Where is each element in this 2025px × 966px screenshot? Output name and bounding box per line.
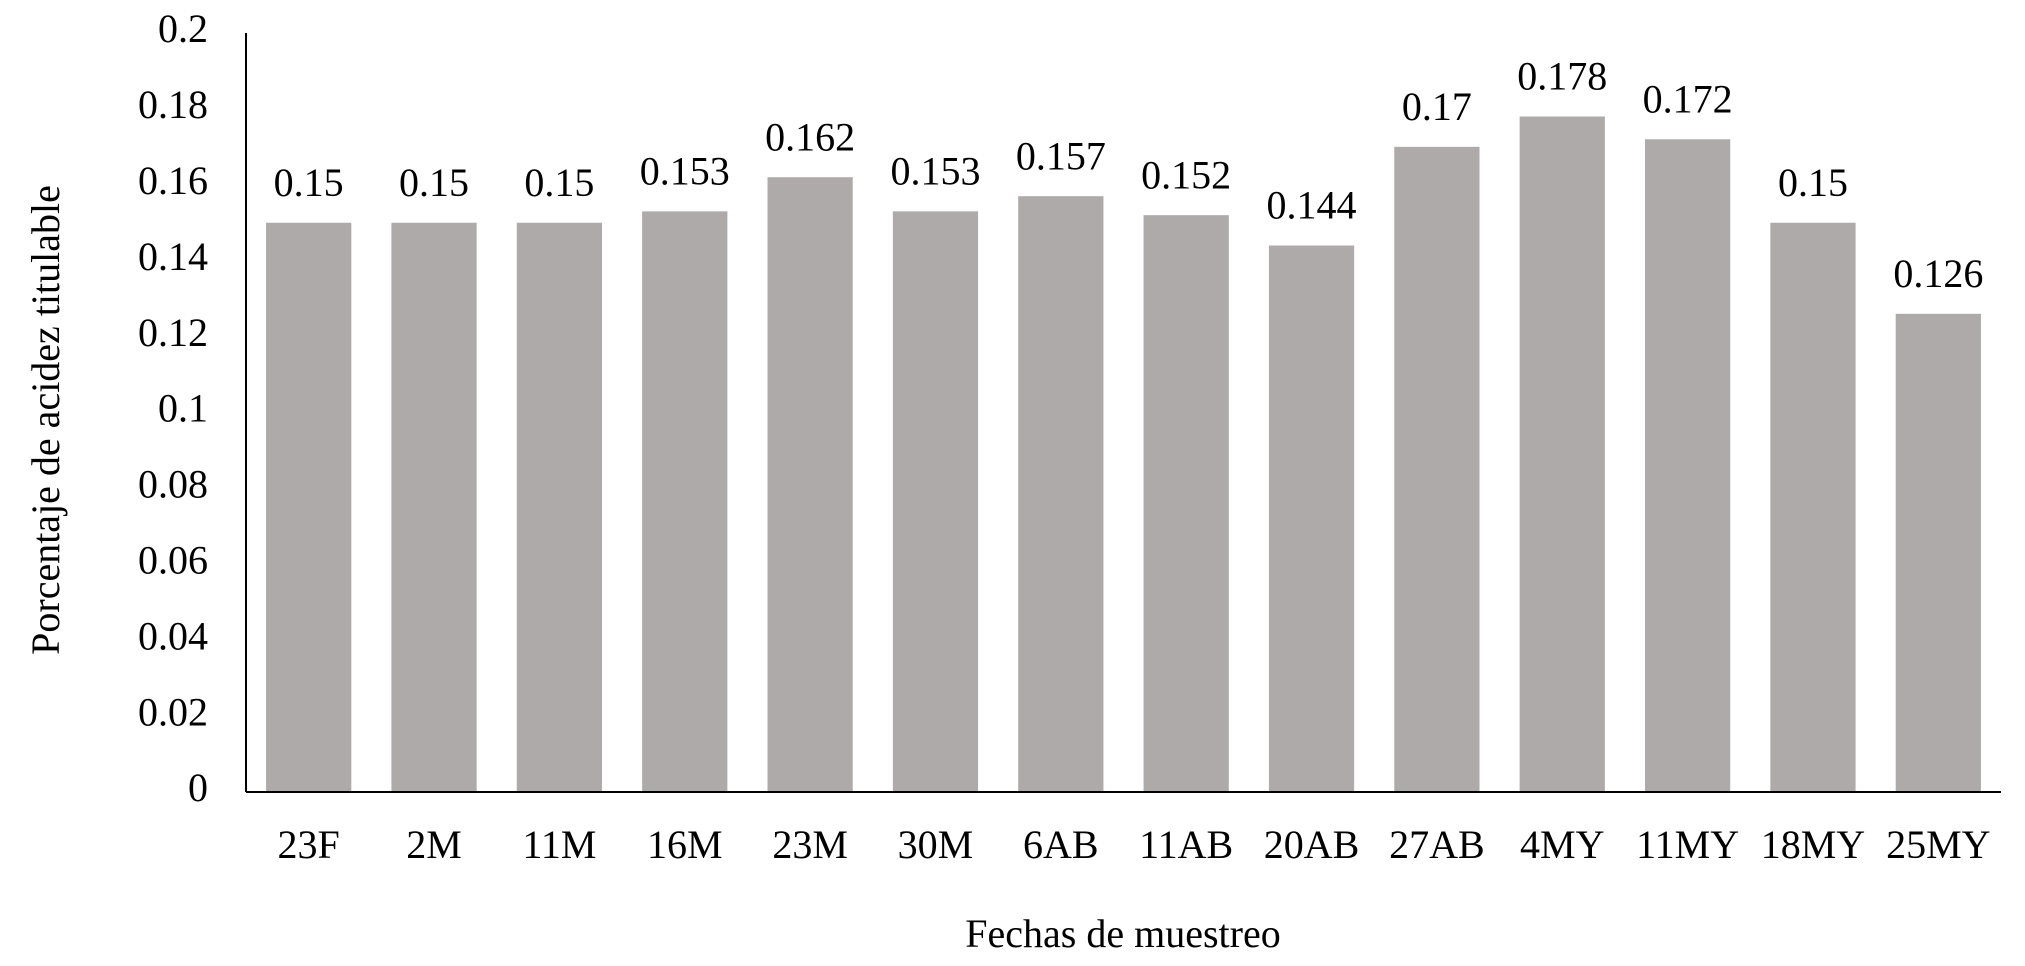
data-label: 0.153 [640,149,730,194]
x-tick-label: 20AB [1264,822,1360,867]
data-label: 0.144 [1267,183,1357,228]
x-tick-label: 11M [522,822,596,867]
y-tick-label: 0.16 [138,158,208,203]
y-tick-label: 0.08 [138,462,208,507]
bar [1895,313,1981,792]
bar [391,222,477,792]
data-label: 0.157 [1016,133,1106,178]
bar [516,222,603,792]
bar [1268,245,1355,792]
data-label: 0.17 [1402,84,1472,129]
bar [642,211,728,793]
x-tick-label: 23F [278,822,340,867]
data-label: 0.153 [890,149,980,194]
x-tick-label: 2M [406,822,462,867]
y-tick-label: 0.2 [158,6,208,51]
bar [892,211,979,793]
x-tick-label: 16M [647,822,723,867]
x-tick-label: 11AB [1139,822,1233,867]
data-label: 0.126 [1893,251,1983,296]
y-tick-label: 0.14 [138,234,208,279]
x-tick-label: 25MY [1886,822,1990,867]
x-tick-label: 18MY [1761,822,1865,867]
y-tick-label: 0.12 [138,310,208,355]
y-tick-label: 0.18 [138,82,208,127]
y-tick-label: 0.1 [158,386,208,431]
y-tick-label: 0.02 [138,689,208,734]
bar [767,177,853,792]
y-tick-label: 0.06 [138,537,208,582]
data-label: 0.162 [765,114,855,159]
y-axis-title: Porcentaje de acidez titulable [23,185,68,655]
x-tick-label: 30M [898,822,974,867]
data-label: 0.15 [399,160,469,205]
bar [1394,146,1480,793]
y-tick-label: 0 [188,765,208,810]
data-label: 0.152 [1141,152,1231,197]
bar [1018,196,1104,792]
x-tick-label: 11MY [1636,822,1739,867]
bar [1644,139,1731,792]
bar [1770,222,1856,792]
data-label: 0.15 [1778,160,1848,205]
x-tick-label: 27AB [1389,822,1485,867]
x-tick-label: 23M [772,822,848,867]
bar [266,222,352,792]
x-tick-label: 6AB [1023,822,1099,867]
y-tick-label: 0.04 [138,613,208,658]
x-axis-title: Fechas de muestreo [965,911,1280,956]
data-label: 0.15 [274,160,344,205]
x-tick-label: 4MY [1520,822,1604,867]
data-label: 0.178 [1517,54,1607,99]
data-label: 0.172 [1643,76,1733,121]
bar [1519,116,1605,793]
data-label: 0.15 [524,160,594,205]
bar [1143,215,1229,792]
